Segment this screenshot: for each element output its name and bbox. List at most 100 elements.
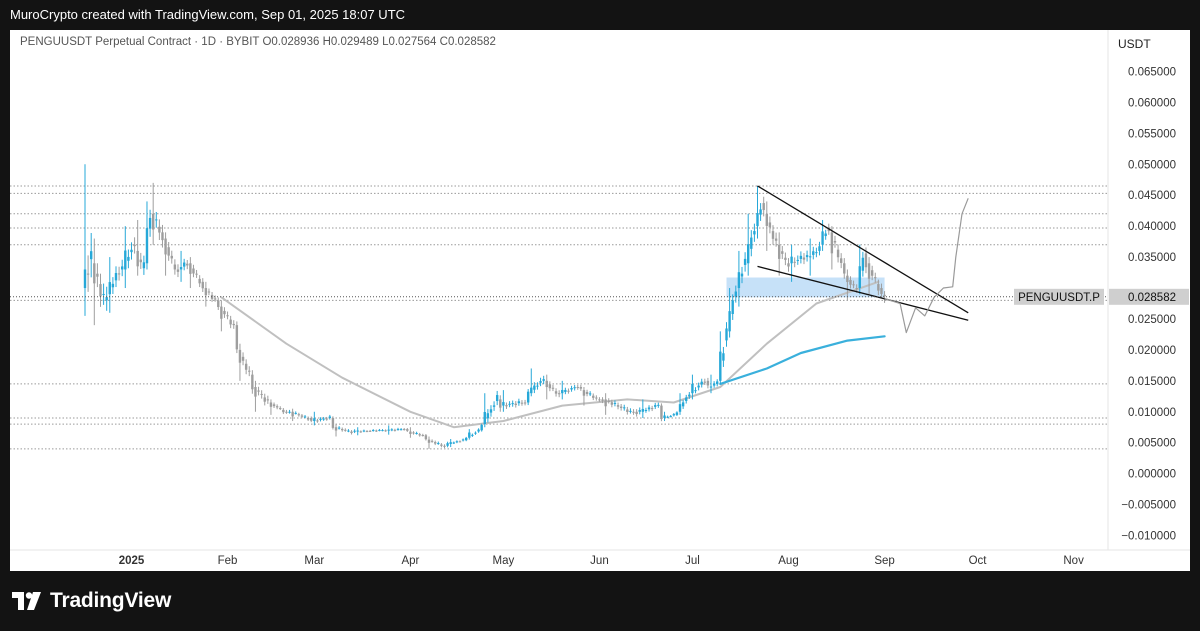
candle-body	[514, 403, 517, 405]
time-tick-label: Sep	[874, 555, 894, 567]
candle-body	[418, 434, 421, 436]
wedge-lower-trendline	[757, 265, 969, 321]
candle-body	[657, 404, 660, 406]
price-tag-symbol: PENGUUSDT.P	[1018, 292, 1100, 304]
candle-body	[263, 397, 266, 402]
candle-body	[874, 277, 877, 279]
candle-body	[192, 268, 195, 274]
chart-panel[interactable]: PENGUUSDT.P 0.028582 0.065000 0.060000 0.055…	[10, 30, 1190, 571]
candle-body	[310, 417, 313, 421]
time-tick-label: Apr	[401, 555, 419, 567]
candle-body	[483, 412, 486, 425]
time-tick-label: Jul	[685, 555, 700, 567]
candle-body	[582, 390, 586, 396]
price-tag-value: 0.028582	[1128, 292, 1176, 304]
candle-body	[771, 231, 775, 239]
candle-body	[291, 411, 294, 417]
candle-body	[672, 414, 676, 416]
low-value: 0.027564	[388, 36, 437, 48]
candle-body	[83, 269, 87, 289]
candle-body	[740, 273, 744, 277]
candle-body	[393, 429, 397, 431]
candle-body	[120, 266, 124, 270]
candle-body	[365, 431, 369, 433]
candle-body	[464, 437, 468, 441]
candle-body	[561, 389, 564, 394]
candle-body	[269, 402, 273, 407]
candle-body	[626, 409, 629, 412]
ma-fast-line	[220, 280, 880, 429]
candle-body	[818, 246, 821, 251]
candle-body	[328, 416, 332, 418]
candle-body	[89, 251, 93, 260]
candle-body	[833, 241, 837, 243]
candle-body	[554, 391, 558, 394]
candle-body	[836, 249, 840, 258]
candle-body	[170, 255, 173, 259]
price-tick-label: 0.005000	[1128, 438, 1176, 450]
candle-body	[164, 238, 167, 255]
candle-body	[452, 442, 455, 444]
price-tick-label: −0.005000	[1121, 500, 1176, 512]
candle-body	[248, 370, 251, 372]
candle-body	[384, 430, 387, 432]
price-tag-symbol-box	[1014, 288, 1104, 305]
candle-body	[396, 428, 400, 430]
candle-body	[588, 393, 592, 395]
price-tick-label: 0.045000	[1128, 190, 1176, 202]
candle-body	[870, 270, 874, 276]
candle-body	[719, 351, 722, 381]
candle-body	[570, 388, 573, 390]
candle-body	[759, 209, 762, 215]
candle-body	[238, 349, 242, 363]
candle-body	[877, 284, 880, 291]
candle-body	[880, 288, 883, 294]
candle-body	[824, 233, 827, 237]
candle-body	[777, 244, 781, 259]
candle-body	[607, 400, 610, 402]
candle-body	[663, 415, 666, 418]
candle-body	[802, 257, 806, 260]
candle-body	[706, 380, 710, 386]
candle-body	[647, 407, 651, 410]
candle-body	[86, 273, 90, 275]
candle-body	[111, 283, 115, 288]
candle-body	[461, 439, 465, 441]
candle-body	[564, 389, 567, 392]
candle-body	[443, 445, 446, 447]
candle-body	[793, 261, 796, 263]
tradingview-logo-icon	[12, 592, 41, 610]
projection-path	[884, 198, 969, 334]
candle-body	[148, 217, 152, 229]
candle-body	[545, 380, 548, 388]
tradingview-logo: TradingView	[12, 586, 171, 616]
price-tick-label: 0.060000	[1128, 97, 1176, 109]
candle-body	[272, 404, 276, 407]
high-value: 0.029489	[330, 36, 379, 48]
candle-body	[93, 263, 96, 284]
candle-body	[325, 418, 328, 420]
price-tick-label: 0.010000	[1128, 407, 1176, 419]
candle-body	[455, 441, 459, 443]
time-tick-label: Nov	[1063, 555, 1084, 567]
candle-body	[387, 429, 390, 431]
candle-body	[573, 387, 576, 389]
candle-body	[681, 402, 685, 407]
currency-label[interactable]: USDT	[1118, 37, 1151, 51]
price-tick-label: 0.020000	[1128, 345, 1176, 357]
candle-body	[613, 402, 617, 404]
candle-body	[604, 399, 607, 407]
price-chart[interactable]: PENGUUSDT.P 0.028582 0.065000 0.060000 0.055…	[10, 30, 1190, 571]
candle-body	[449, 442, 452, 444]
symbol-legend: PENGUUSDT Perpetual Contract · 1D · BYBI…	[20, 36, 496, 48]
candle-body	[709, 386, 713, 388]
candle-body	[846, 275, 849, 283]
candle-body	[294, 412, 297, 414]
candle-body	[254, 387, 257, 397]
candle-body	[362, 430, 366, 432]
candle-body	[220, 306, 223, 319]
candle-body	[303, 416, 307, 418]
candle-body	[440, 444, 443, 446]
candle-body	[635, 411, 638, 415]
candle-body	[542, 379, 545, 381]
